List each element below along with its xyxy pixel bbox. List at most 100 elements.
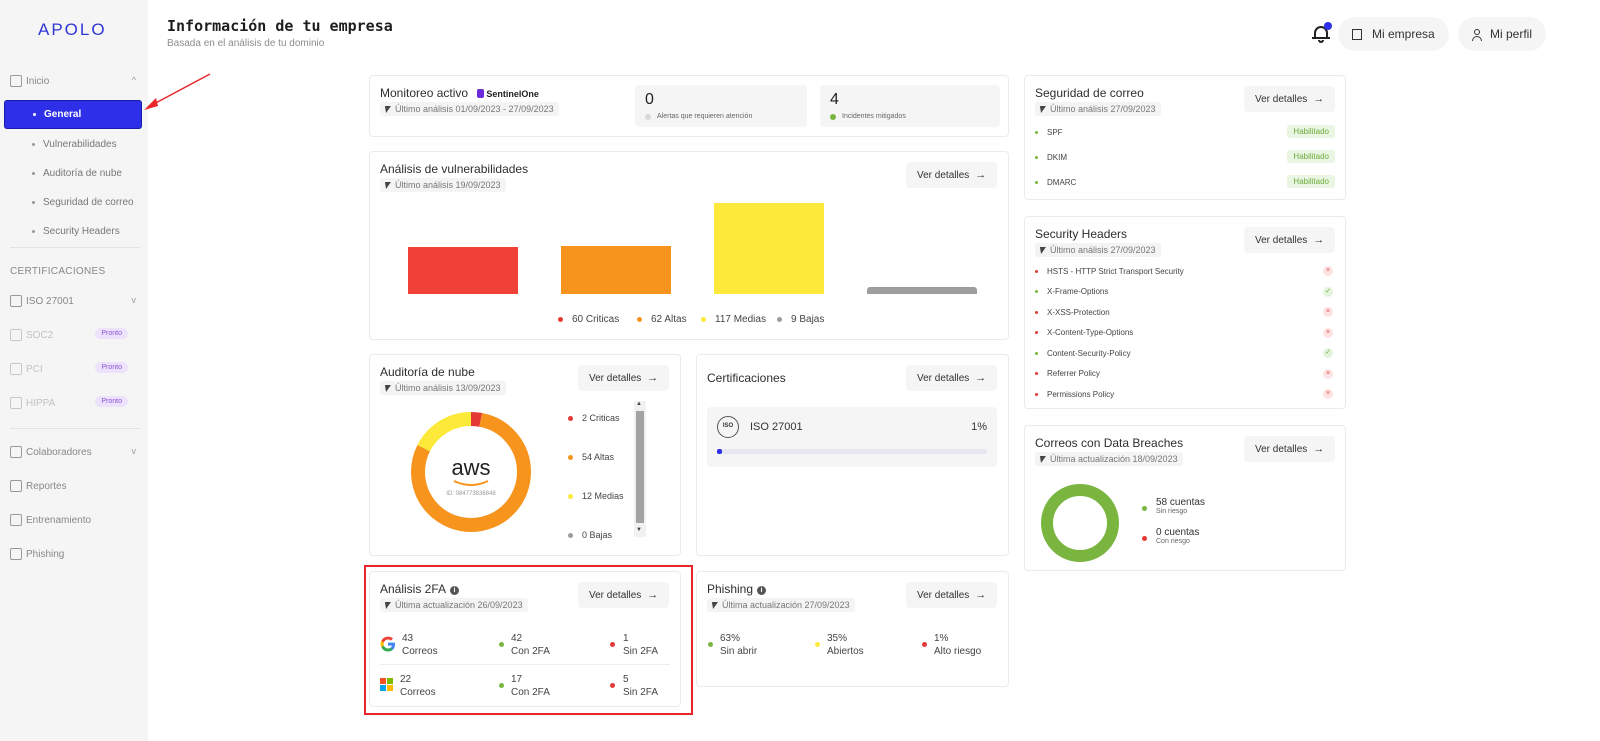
- bullet-icon: [33, 113, 36, 116]
- google-con-2fa: 42 Con 2FA: [511, 632, 550, 658]
- arrow-right-icon: →: [647, 589, 659, 601]
- cross-icon: ×: [1323, 327, 1333, 338]
- mail-details-button[interactable]: Ver detalles →: [1244, 86, 1336, 112]
- certs-title: Certificaciones: [707, 371, 786, 385]
- legend-dot: [637, 317, 642, 322]
- cloud-legend-altas: 54 Altas: [568, 452, 614, 462]
- check-icon: ✓: [1323, 286, 1333, 297]
- sidebar-item-label: Vulnerabilidades: [43, 138, 117, 150]
- notifications-bell-icon[interactable]: [1310, 20, 1334, 46]
- cloud-legend-scrollbar[interactable]: ▲ ▼: [634, 401, 646, 537]
- legend-altas: 62 Altas: [637, 314, 687, 325]
- sidebar-item-vulnerabilidades[interactable]: Vulnerabilidades: [4, 131, 142, 157]
- nav-entrenamiento-label: Entrenamiento: [26, 514, 92, 526]
- google-sin-2fa: 1 Sin 2FA: [623, 632, 658, 658]
- row-divider: [380, 664, 670, 665]
- tfa-details-button[interactable]: Ver detalles →: [578, 582, 670, 608]
- phishing-abiertos: 35% Abiertos: [827, 632, 864, 658]
- logo[interactable]: APOLO: [38, 20, 107, 39]
- details-label: Ver detalles: [589, 589, 642, 601]
- nav-colaboradores[interactable]: Colaboradores v: [10, 443, 140, 461]
- scroll-down-icon[interactable]: ▼: [636, 527, 642, 533]
- cloud-details-button[interactable]: Ver detalles →: [578, 365, 670, 391]
- breaches-safe-label: Sin riesgo: [1156, 508, 1188, 515]
- nav-pci-label: PCI: [26, 363, 43, 375]
- cloud-sub-text: Último análisis 13/09/2023: [395, 383, 501, 393]
- certs-details-button[interactable]: Ver detalles →: [906, 365, 998, 391]
- info-icon[interactable]: i: [450, 586, 460, 595]
- phishing-details-button[interactable]: Ver detalles →: [906, 582, 998, 608]
- details-label: Ver detalles: [917, 169, 970, 181]
- breaches-details-button[interactable]: Ver detalles →: [1244, 436, 1336, 462]
- sidebar-item-auditoria-nube[interactable]: Auditoría de nube: [4, 160, 142, 186]
- status-dot: [708, 642, 713, 647]
- aws-account-id: ID: 084773836848: [446, 491, 496, 497]
- bolt-icon: [383, 105, 391, 113]
- bullet-icon: [32, 229, 35, 233]
- microsoft-icon: [380, 678, 393, 691]
- google-total: 43 Correos: [402, 632, 438, 658]
- phishing-b-label: Abiertos: [827, 646, 864, 657]
- home-icon: [10, 75, 22, 87]
- google-con-num: 42: [511, 633, 523, 644]
- breaches-safe-count: 58 cuentas: [1156, 497, 1205, 508]
- mail-security-card: Seguridad de correo Último análisis 27/0…: [1024, 75, 1346, 200]
- alerts-metric[interactable]: 0 Alertas que requieren atención: [635, 85, 807, 127]
- legend-text: 12 Medias: [582, 491, 624, 501]
- nav-inicio[interactable]: Inicio ^: [10, 72, 140, 90]
- sidebar-item-general[interactable]: General: [4, 100, 142, 129]
- tfa-title: Análisis 2FA i: [380, 582, 460, 596]
- breaches-risk-label: Con riesgo: [1156, 538, 1190, 545]
- nav-reportes[interactable]: Reportes: [10, 477, 140, 495]
- info-icon[interactable]: i: [757, 586, 767, 595]
- vuln-bar-criticas: [408, 247, 518, 294]
- my-company-button[interactable]: Mi empresa: [1338, 17, 1449, 51]
- mail-last-analysis: Último análisis 27/09/2023: [1035, 102, 1161, 116]
- status-dot: [1142, 506, 1147, 511]
- cloud-legend-medias: 12 Medias: [568, 491, 624, 501]
- sentinelone-brand: SentinelOne: [486, 89, 539, 99]
- bolt-icon: [710, 601, 718, 609]
- sidebar-item-seguridad-correo[interactable]: Seguridad de correo: [4, 189, 142, 215]
- sentinelone-logo: SentinelOne: [477, 89, 539, 99]
- status-dot: [830, 113, 836, 120]
- status-dot: [1035, 310, 1038, 314]
- google-sin-label: Sin 2FA: [623, 646, 659, 657]
- aws-logo: aws: [451, 455, 490, 480]
- my-profile-button[interactable]: Mi perfil: [1458, 17, 1547, 51]
- scroll-up-icon[interactable]: ▲: [636, 401, 642, 407]
- divider: [10, 247, 140, 248]
- cloud-legend-criticas: 2 Criticas: [568, 413, 620, 423]
- header-row: Permissions Policy ×: [1035, 386, 1335, 402]
- sidebar-item-security-headers[interactable]: Security Headers: [4, 218, 142, 244]
- alerts-count: 0: [645, 91, 654, 108]
- vuln-details-button[interactable]: Ver detalles →: [906, 162, 998, 188]
- phishing-title: Phishing i: [707, 582, 767, 596]
- page-title: Información de tu empresa: [167, 17, 393, 35]
- nav-hippa-label: HIPPA: [26, 397, 56, 409]
- nav-phishing[interactable]: Phishing: [10, 545, 140, 563]
- headers-details-button[interactable]: Ver detalles →: [1244, 227, 1336, 253]
- scroll-thumb[interactable]: [636, 411, 644, 523]
- ms-con-label: Con 2FA: [511, 687, 550, 698]
- vuln-last-analysis: Último análisis 19/09/2023: [380, 178, 506, 192]
- cloud-audit-card: Auditoría de nube Último análisis 13/09/…: [369, 354, 681, 556]
- breaches-risk: 0 cuentas Con riesgo: [1156, 527, 1199, 545]
- incidents-count: 4: [830, 91, 839, 108]
- iso27001-cert[interactable]: ISO ISO 27001 1%: [707, 407, 997, 467]
- iso-logo-icon: ISO: [717, 416, 739, 438]
- nav-entrenamiento[interactable]: Entrenamiento: [10, 511, 140, 529]
- tfa-title-text: Análisis 2FA: [380, 582, 447, 596]
- grid-icon: [10, 295, 22, 307]
- legend-text: 54 Altas: [582, 452, 615, 462]
- nav-iso27001[interactable]: ISO 27001 v: [10, 292, 140, 310]
- soon-badge: Pronto: [95, 396, 128, 407]
- incidents-metric[interactable]: 4 Incidentes mitigados: [820, 85, 1000, 127]
- status-dot: [499, 683, 504, 688]
- divider: [10, 428, 140, 429]
- sidebar: APOLO Inicio ^ General Vulnerabilidades …: [0, 0, 148, 741]
- arrow-right-icon: →: [975, 169, 987, 181]
- certificaciones-section-label: CERTIFICACIONES: [10, 266, 106, 277]
- enabled-badge: Habilitado: [1287, 125, 1335, 138]
